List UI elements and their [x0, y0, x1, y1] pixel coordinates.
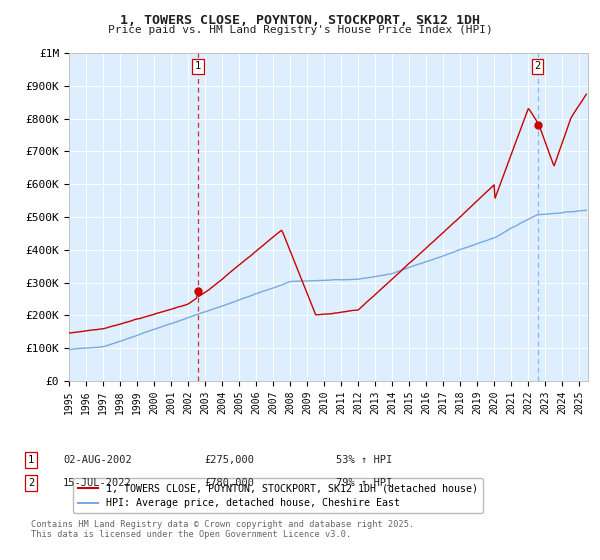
- Text: 15-JUL-2022: 15-JUL-2022: [63, 478, 132, 488]
- Text: 1: 1: [195, 62, 201, 71]
- Text: 1, TOWERS CLOSE, POYNTON, STOCKPORT, SK12 1DH: 1, TOWERS CLOSE, POYNTON, STOCKPORT, SK1…: [120, 14, 480, 27]
- Text: 2: 2: [535, 62, 541, 71]
- Text: Contains HM Land Registry data © Crown copyright and database right 2025.
This d: Contains HM Land Registry data © Crown c…: [31, 520, 415, 539]
- Text: 1: 1: [28, 455, 34, 465]
- Text: 02-AUG-2002: 02-AUG-2002: [63, 455, 132, 465]
- Text: 53% ↑ HPI: 53% ↑ HPI: [336, 455, 392, 465]
- Legend: 1, TOWERS CLOSE, POYNTON, STOCKPORT, SK12 1DH (detached house), HPI: Average pri: 1, TOWERS CLOSE, POYNTON, STOCKPORT, SK1…: [73, 478, 484, 514]
- Text: £275,000: £275,000: [204, 455, 254, 465]
- Text: Price paid vs. HM Land Registry's House Price Index (HPI): Price paid vs. HM Land Registry's House …: [107, 25, 493, 35]
- Text: 2: 2: [28, 478, 34, 488]
- Text: 79% ↑ HPI: 79% ↑ HPI: [336, 478, 392, 488]
- Text: £780,000: £780,000: [204, 478, 254, 488]
